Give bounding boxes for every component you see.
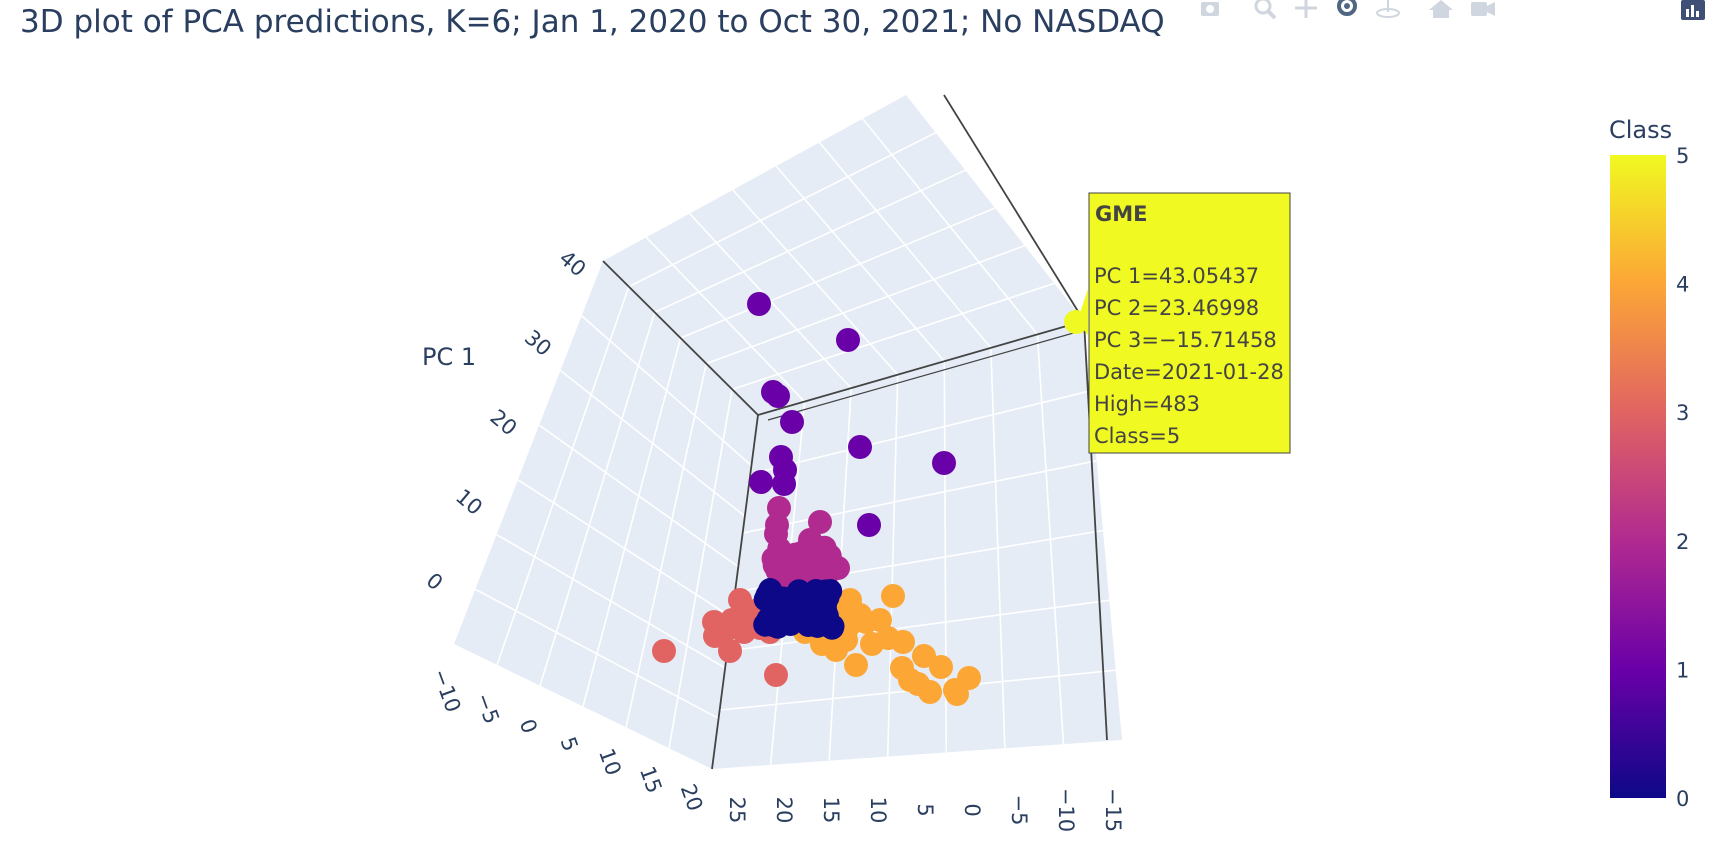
data-point-class-3[interactable] [736, 613, 760, 637]
data-point-class-4[interactable] [912, 644, 936, 668]
data-point-class-4[interactable] [898, 668, 922, 692]
data-point-class-1[interactable] [773, 458, 797, 482]
scene-back-left-pane [603, 95, 1084, 415]
data-point-class-4[interactable] [943, 678, 967, 702]
front-right-tick-label: 25 [725, 797, 749, 824]
colorbar-tick-label: 0 [1676, 787, 1689, 811]
front-right-tick-label: −15 [1101, 788, 1125, 832]
home-icon[interactable] [1428, 0, 1454, 22]
pan-icon[interactable] [1293, 0, 1319, 22]
pc1-tick-label: 30 [520, 325, 556, 361]
data-point-class-3[interactable] [718, 639, 742, 663]
pc1-tick-label: 0 [422, 568, 448, 595]
data-point-class-4[interactable] [891, 630, 915, 654]
plotly-logo-icon[interactable] [1680, 0, 1706, 22]
tooltip-line: PC 3=−15.71458 [1094, 328, 1277, 352]
data-point-class-1[interactable] [848, 435, 872, 459]
data-point-class-4[interactable] [860, 632, 884, 656]
colorbar-tick-label: 5 [1676, 144, 1689, 168]
modebar [1201, 0, 1726, 22]
turntable-icon[interactable] [1375, 0, 1401, 22]
pc1-tick-label: 20 [486, 405, 522, 441]
data-point-class-1[interactable] [766, 384, 790, 408]
data-point-class-4[interactable] [844, 653, 868, 677]
chart-title: 3D plot of PCA predictions, K=6; Jan 1, … [20, 4, 1165, 40]
data-point-class-0[interactable] [818, 578, 843, 603]
data-point-class-4[interactable] [881, 584, 905, 608]
video-icon[interactable] [1470, 0, 1496, 22]
data-point-class-3[interactable] [703, 624, 727, 648]
data-point-class-3[interactable] [652, 639, 676, 663]
data-point-class-0[interactable] [755, 583, 780, 608]
front-left-tick-label: 20 [676, 781, 708, 814]
front-left-tick-label: 15 [635, 763, 667, 796]
data-point-class-2[interactable] [765, 513, 789, 537]
data-point-class-2[interactable] [784, 544, 808, 568]
orbit-icon[interactable] [1335, 0, 1361, 22]
front-left-tick-label: −5 [471, 690, 504, 727]
tooltip-line: High=483 [1094, 392, 1200, 416]
colorbar-tick-label: 2 [1676, 530, 1689, 554]
camera-icon[interactable] [1197, 0, 1223, 22]
colorbar-tick-label: 4 [1676, 273, 1689, 297]
data-point-class-4[interactable] [929, 655, 953, 679]
tooltip-line: Date=2021-01-28 [1094, 360, 1284, 384]
data-point-class-0[interactable] [758, 607, 783, 632]
data-point-class-4[interactable] [918, 680, 942, 704]
data-point-class-2[interactable] [826, 556, 850, 580]
colorbar [1610, 155, 1666, 798]
data-point-class-1[interactable] [932, 451, 956, 475]
front-right-tick-label: 15 [819, 797, 843, 824]
data-point-class-3[interactable] [764, 663, 788, 687]
tooltip-line: PC 1=43.05437 [1094, 264, 1259, 288]
data-point-class-2[interactable] [808, 510, 832, 534]
data-point-class-1[interactable] [749, 470, 773, 494]
front-right-tick-labels: 25 20 15 10 5 0 −5 −10 −15 [725, 788, 1125, 832]
data-point-class-1[interactable] [857, 513, 881, 537]
front-right-tick-label: 20 [772, 797, 796, 824]
colorbar-tick-label: 1 [1676, 658, 1689, 682]
scene-gridlines [474, 118, 1116, 765]
data-point-class-2[interactable] [798, 528, 822, 552]
front-left-tick-label: 10 [594, 745, 626, 778]
data-point-class-1[interactable] [747, 292, 771, 316]
pc1-tick-label: 40 [555, 246, 591, 282]
data-point-class-1[interactable] [836, 328, 860, 352]
front-left-tick-label: 5 [556, 734, 583, 755]
front-right-tick-label: −10 [1054, 788, 1078, 832]
data-point-class-4[interactable] [838, 588, 862, 612]
colorbar-ticks: 0 1 2 3 4 5 [1676, 144, 1689, 811]
front-right-tick-label: −5 [1007, 795, 1031, 826]
scene-right-wall-pane [712, 321, 1122, 769]
tooltip-ticker: GME [1095, 202, 1147, 226]
colorbar-title: Class [1609, 116, 1672, 144]
pc1-axis-title: PC 1 [422, 343, 476, 371]
tooltip-line: Class=5 [1094, 424, 1180, 448]
data-point-class-0[interactable] [802, 612, 827, 637]
colorbar-tick-label: 3 [1676, 401, 1689, 425]
zoom-icon[interactable] [1252, 0, 1278, 22]
front-right-tick-label: 10 [866, 797, 890, 824]
data-point-class-1[interactable] [780, 410, 804, 434]
tooltip-line: PC 2=23.46998 [1094, 296, 1259, 320]
front-left-tick-label: 0 [515, 716, 542, 737]
front-right-tick-label: 0 [960, 803, 984, 816]
pc1-tick-label: 10 [451, 484, 487, 520]
front-right-tick-label: 5 [913, 803, 937, 816]
hover-tooltip: GME PC 1=43.05437 PC 2=23.46998 PC 3=−15.7… [1077, 192, 1291, 454]
data-points[interactable] [652, 292, 1088, 706]
front-left-tick-label: −10 [428, 666, 466, 716]
